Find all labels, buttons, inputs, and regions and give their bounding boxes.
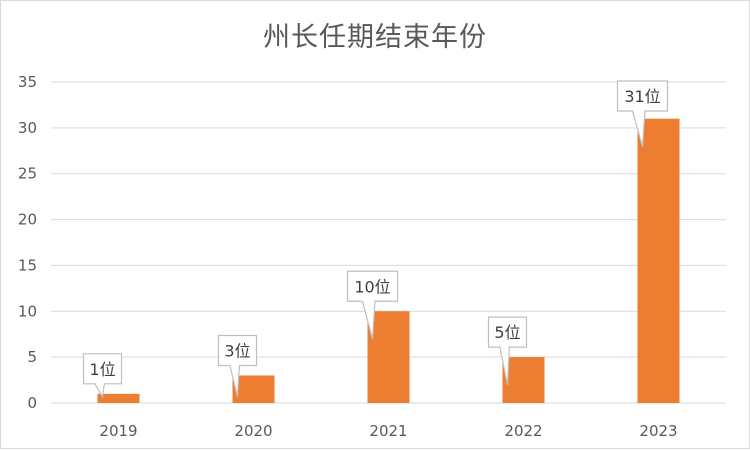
y-tick-label-35: 35 — [18, 73, 37, 91]
y-tick-label-10: 10 — [18, 302, 37, 320]
bar-2019 — [97, 393, 140, 403]
x-tick-label-2023: 2023 — [639, 422, 677, 440]
data-callout-2022 — [487, 316, 528, 386]
y-tick-label-0: 0 — [27, 394, 37, 412]
data-label-2019: 1位 — [89, 360, 115, 379]
data-label-2023: 31位 — [624, 87, 660, 106]
bar-2021 — [367, 311, 410, 403]
x-tick-label-2022: 2022 — [504, 422, 542, 440]
bar-2023 — [637, 118, 680, 403]
data-callout-2020 — [217, 334, 258, 398]
data-callout-2019 — [82, 353, 123, 399]
y-tick-label-25: 25 — [18, 165, 37, 183]
chart-title: 州长任期结束年份 — [263, 22, 487, 53]
data-label-2022: 5位 — [494, 323, 520, 342]
x-tick-label-2021: 2021 — [369, 422, 407, 440]
data-label-2020: 3位 — [224, 341, 250, 360]
data-callout-2021 — [346, 270, 399, 340]
y-tick-label-15: 15 — [18, 256, 37, 274]
y-tick-label-5: 5 — [27, 348, 37, 366]
data-callout-2023 — [616, 80, 669, 147]
bar-2020 — [232, 375, 275, 403]
y-tick-label-20: 20 — [18, 211, 37, 229]
x-tick-label-2019: 2019 — [99, 422, 137, 440]
x-tick-label-2020: 2020 — [234, 422, 272, 440]
bar-2022 — [502, 357, 545, 403]
data-label-2021: 10位 — [354, 277, 390, 296]
y-tick-label-30: 30 — [18, 119, 37, 137]
